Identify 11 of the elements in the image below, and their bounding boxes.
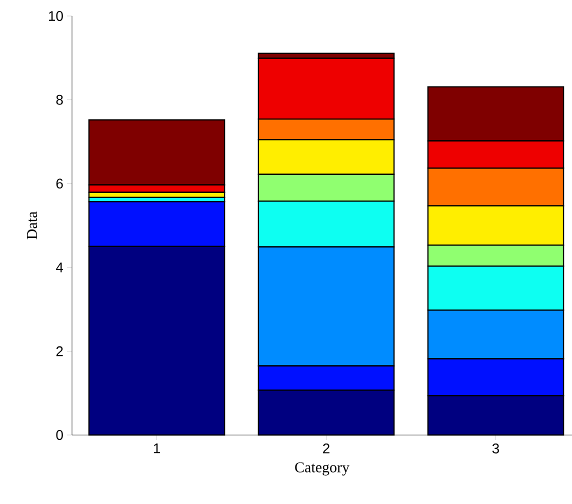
y-tick-label: 10 <box>48 11 63 21</box>
x-axis-title: Category <box>295 462 350 476</box>
y-axis-title: Data <box>27 212 38 240</box>
y-tick-label: 2 <box>56 346 63 356</box>
x-tick-label: 3 <box>492 444 500 454</box>
y-tick-label: 6 <box>56 178 63 189</box>
x-tick-label: 2 <box>323 444 330 454</box>
y-tick-label: 8 <box>56 94 63 105</box>
y-tick-label: 4 <box>56 262 64 272</box>
y-tick-label: 0 <box>56 430 63 440</box>
x-tick-label: 1 <box>154 444 160 454</box>
